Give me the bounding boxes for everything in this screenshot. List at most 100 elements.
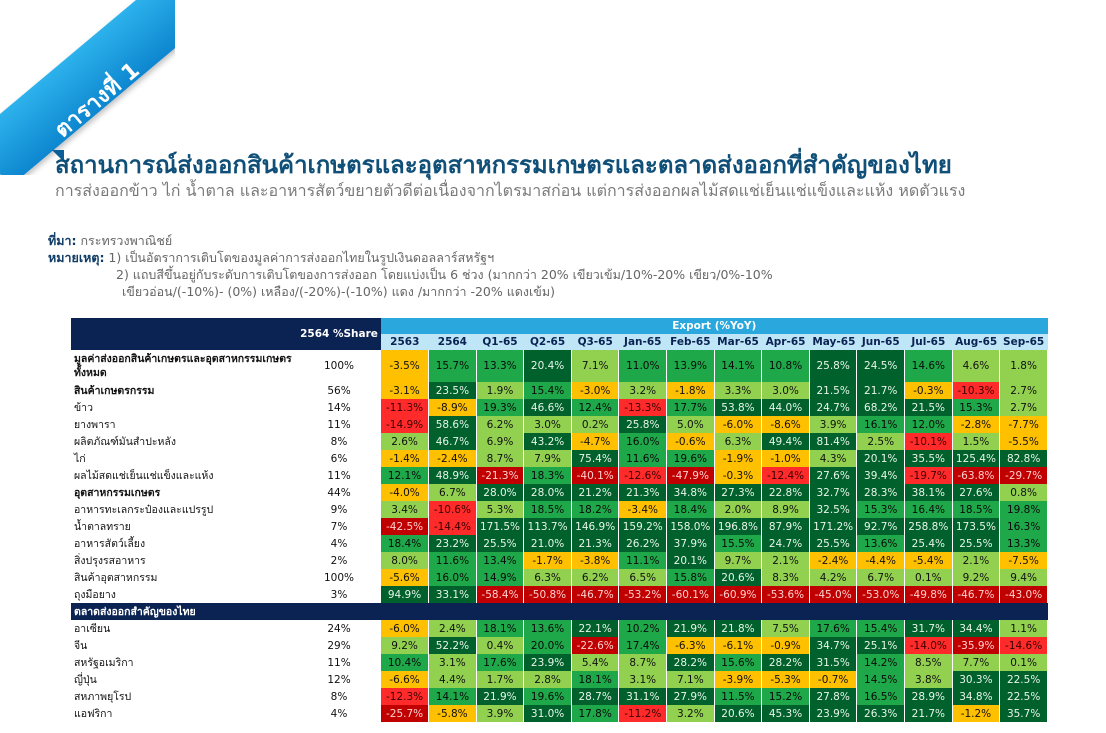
value-cell: 13.3% (476, 350, 525, 383)
value-cell: 58.6% (428, 416, 477, 434)
value-cell: 2.0% (714, 501, 763, 519)
row-share: 9% (330, 503, 348, 516)
value-cell: 171.5% (476, 518, 525, 536)
value-cell: 11.6% (428, 552, 477, 570)
ribbon-tail (52, 150, 64, 162)
remark-note-2: 2) แถบสีขึ้นอยู่กับระดับการเติบโตของการส… (116, 267, 773, 282)
value-cell: -6.3% (666, 637, 715, 655)
row-label: อุตสาหกรรมเกษตร (74, 487, 161, 500)
value-cell: 92.7% (856, 518, 906, 536)
value-cell: -63.8% (952, 467, 1001, 485)
value-cell: 3.1% (428, 654, 477, 672)
value-cell: -14.6% (999, 637, 1049, 655)
value-cell: 52.2% (428, 637, 477, 655)
value-cell: 20.0% (523, 637, 572, 655)
value-cell: -3.1% (381, 382, 430, 400)
value-cell: 13.3% (999, 535, 1049, 553)
value-cell: -0.3% (714, 467, 763, 485)
value-cell: 16.3% (999, 518, 1049, 536)
value-cell: 15.3% (952, 399, 1001, 417)
value-cell: -1.2% (952, 705, 1001, 723)
value-cell: 34.8% (666, 484, 715, 502)
column-header: 2563 (381, 334, 429, 351)
value-cell: -11.2% (618, 705, 668, 723)
value-cell: -19.7% (904, 467, 953, 485)
value-cell: -46.7% (952, 586, 1001, 604)
value-cell: 18.5% (523, 501, 572, 519)
value-cell: 14.1% (428, 688, 477, 706)
value-cell: 21.3% (618, 484, 668, 502)
table-row: อาหารทะเลกระป๋องและแปรรูป 9% 3.4% -10.6% 5.3… (71, 501, 1049, 519)
value-cell: 196.8% (714, 518, 763, 536)
value-cell: 6.3% (714, 433, 763, 451)
value-cell: -8.6% (761, 416, 810, 434)
value-cell: 1.1% (999, 620, 1049, 638)
column-header: Q2-65 (523, 334, 572, 351)
column-header: May-65 (809, 334, 857, 351)
value-cell: -11.3% (381, 399, 430, 417)
page-subtitle: การส่งออกข้าว ไก่ น้ำตาล และอาหารสัตว์ขย… (55, 181, 966, 200)
value-cell: 28.0% (523, 484, 572, 502)
value-cell: 14.9% (476, 569, 525, 587)
value-cell: 28.2% (666, 654, 715, 672)
value-cell: 4.3% (809, 450, 858, 468)
value-cell: 3.1% (618, 671, 668, 689)
value-cell: 9.4% (999, 569, 1049, 587)
value-cell: 23.9% (523, 654, 572, 672)
row-share: 11% (327, 418, 351, 431)
value-cell: 35.7% (999, 705, 1049, 723)
value-cell: 39.4% (856, 467, 906, 485)
row-label: สิ่งปรุงรสอาหาร (74, 555, 146, 568)
value-cell: -21.3% (476, 467, 525, 485)
value-cell: 3.4% (381, 501, 430, 519)
value-cell: -4.7% (571, 433, 620, 451)
value-cell: -1.7% (523, 552, 572, 570)
value-cell: 26.3% (856, 705, 906, 723)
table-row: ไก่ 6% -1.4% -2.4% 8.7% 7.9% 75.4% 11.6% 19.6% -1… (71, 450, 1049, 468)
value-cell: 18.5% (952, 501, 1001, 519)
row-share: 4% (330, 537, 348, 550)
value-cell: -3.4% (618, 501, 668, 519)
value-cell: 8.9% (761, 501, 810, 519)
value-cell: 49.4% (761, 433, 810, 451)
value-cell: 15.4% (856, 620, 906, 638)
value-cell: 25.1% (856, 637, 906, 655)
value-cell: -12.3% (381, 688, 430, 706)
table-row: ญี่ปุ่น 12% -6.6% 4.4% 1.7% 2.8% 18.1% 3.1% 7.1%… (71, 671, 1049, 689)
value-cell: 24.7% (761, 535, 810, 553)
value-cell: 4.2% (809, 569, 858, 587)
value-cell: 24.5% (856, 350, 906, 383)
value-cell: -43.0% (999, 586, 1049, 604)
column-header: Apr-65 (761, 334, 810, 351)
value-cell: -50.8% (523, 586, 572, 604)
value-cell: 82.8% (999, 450, 1049, 468)
table-row: ยางพารา 11% -14.9% 58.6% 6.2% 3.0% 0.2% 25.8% 5.… (71, 416, 1049, 434)
row-label: ถุงมือยาง (74, 589, 116, 602)
value-cell: -5.6% (381, 569, 430, 587)
row-label: สหภาพยุโรป (74, 691, 132, 704)
value-cell: 26.2% (618, 535, 668, 553)
value-cell: 23.9% (809, 705, 858, 723)
value-cell: 21.2% (571, 484, 620, 502)
value-cell: -8.9% (428, 399, 477, 417)
value-cell: 5.0% (666, 416, 715, 434)
value-cell: 21.9% (666, 620, 715, 638)
value-cell: 15.3% (856, 501, 906, 519)
value-cell: 7.9% (523, 450, 572, 468)
value-cell: -1.9% (714, 450, 763, 468)
value-cell: 27.6% (952, 484, 1001, 502)
value-cell: 8.5% (904, 654, 953, 672)
value-cell: 28.2% (761, 654, 810, 672)
value-cell: -47.9% (666, 467, 715, 485)
value-cell: 16.5% (856, 688, 906, 706)
value-cell: 18.1% (476, 620, 525, 638)
row-share: 11% (327, 469, 351, 482)
value-cell: 12.1% (381, 467, 430, 485)
value-cell: 2.1% (952, 552, 1001, 570)
value-cell: -53.6% (761, 586, 810, 604)
row-label: น้ำตาลทราย (74, 521, 131, 534)
value-cell: 11.1% (618, 552, 668, 570)
value-cell: 15.4% (523, 382, 572, 400)
value-cell: 25.5% (809, 535, 858, 553)
row-label: จีน (74, 640, 88, 653)
